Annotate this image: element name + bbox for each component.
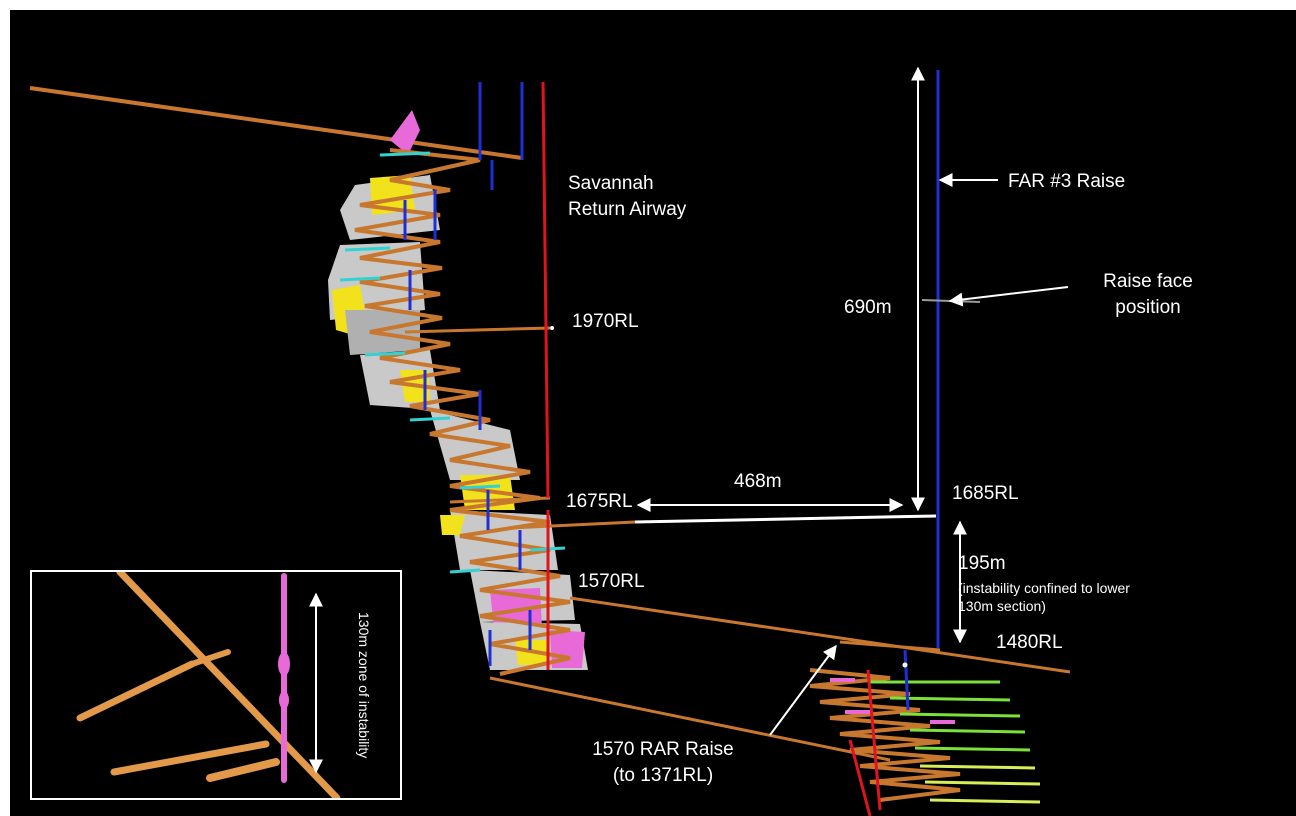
instability-note-line2: 130m section) [958,598,1046,614]
rl-1970-label: 1970RL [572,311,639,332]
drill-holes [339,151,566,574]
distance-195m-label: 195m [958,553,1006,574]
access-ramp [354,148,571,676]
rar-raise-label-line1: 1570 RAR Raise [592,739,734,760]
inset-crosscut-bottom [206,758,280,782]
survey-point [902,662,908,668]
raise-face-label-line1: Raise face [1103,271,1193,292]
rl-1675-label: 1675RL [566,491,633,512]
inset-main-drive [116,572,341,798]
far-raise-label: FAR #3 Raise [1008,171,1126,192]
distance-468m-label: 468m [734,471,782,492]
rl-1570-label: 1570RL [578,571,645,592]
rar-raise-label-line2: (to 1371RL) [612,765,714,786]
savannah-label-line2: Return Airway [568,199,687,220]
lower-stope-workings [809,649,1041,816]
arrow-rar-raise [769,644,837,736]
distance-690m-label: 690m [844,297,892,318]
mine-diagram-canvas [29,66,1071,816]
inset-diagram [76,572,341,798]
savannah-label-line1: Savannah [568,173,654,194]
rl-1970-point [550,326,554,330]
level-crosscuts [404,326,1071,762]
instability-inset: 130m zone of instability [30,570,402,800]
mine-section-view: Savannah Return Airway FAR #3 Raise Rais… [10,10,1296,816]
arrow-raise-face [948,286,1069,307]
savannah-return-airway [541,81,550,499]
inset-crosscut-stub [189,649,231,667]
annotation-arrows [636,66,1069,736]
inset-zone-label: 130m zone of instability [356,612,372,759]
rl-1480-label: 1480RL [996,632,1063,653]
raise-face-label-line2: position [1115,297,1181,318]
inset-crosscut-lower [110,740,270,776]
stope-raises [403,82,532,666]
inset-crosscut-upper [76,660,196,722]
rl-1685-label: 1685RL [952,483,1019,504]
upper-access-drive [29,86,523,160]
instability-note-line1: (instability confined to lower [958,580,1130,596]
link-drive-1685rl [634,514,937,524]
